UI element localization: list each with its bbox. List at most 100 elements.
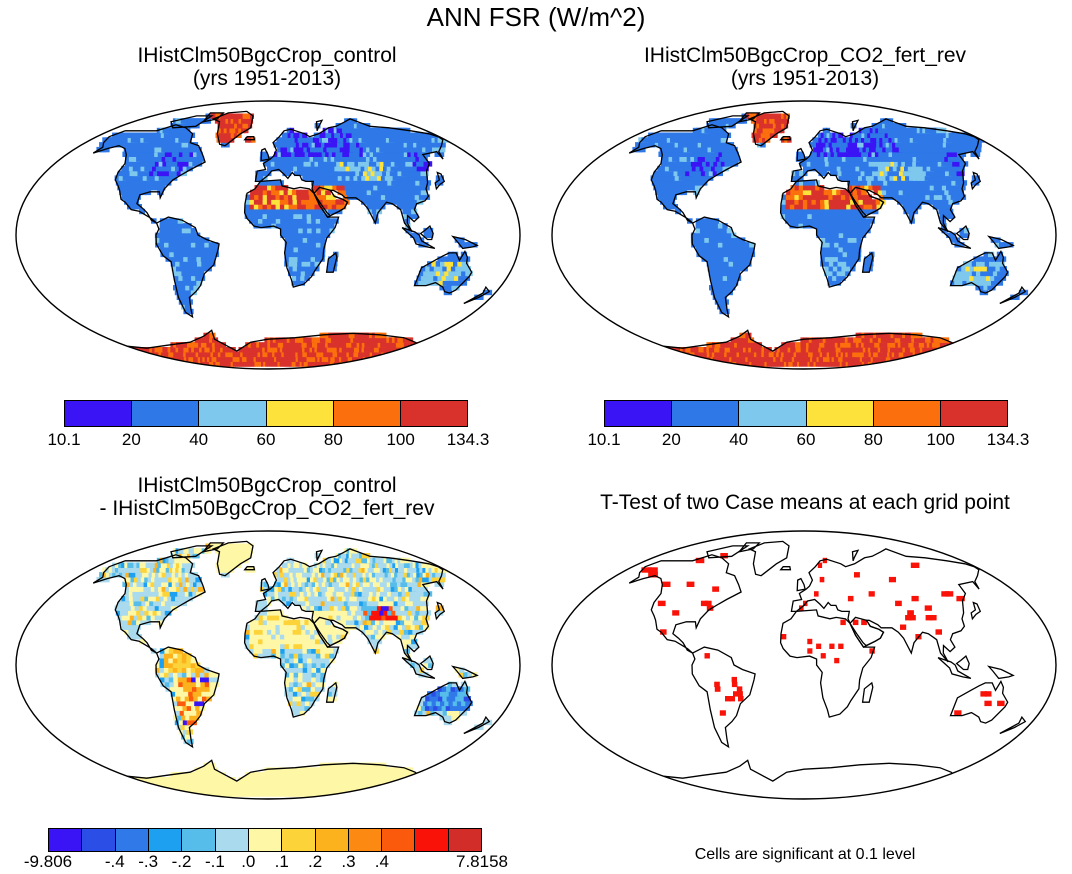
- coastline-newguinea: [986, 665, 1015, 680]
- coastline-eurasia: [790, 118, 980, 233]
- colorbar-tick-label: 7.8158: [456, 852, 508, 871]
- coastline-arctic3: [851, 549, 860, 562]
- panel-2-title-line2: (yrs 1951-2013): [730, 67, 880, 90]
- colorbar-difference: [48, 828, 482, 852]
- colorbar-swatch: [873, 401, 941, 426]
- coastline-greenland: [211, 110, 254, 147]
- colorbar-swatch: [148, 829, 183, 851]
- coastline-eurasia: [790, 548, 980, 663]
- colorbar-tick-label: -.4: [104, 852, 125, 871]
- coastline-newzealand: [999, 285, 1027, 305]
- colorbar-swatch: [132, 401, 200, 426]
- coastline-southAmerica: [691, 646, 756, 749]
- map-frame: [551, 100, 1057, 370]
- coastline-eurasia: [254, 548, 444, 663]
- panel-1-title-line1: IHistClm50BgcCrop_control: [137, 44, 397, 67]
- panel-1-title-line2: (yrs 1951-2013): [192, 67, 342, 90]
- coastline-greenland: [747, 540, 790, 577]
- coastline-japan: [434, 601, 446, 621]
- colorbar-difference-labels: -9.806 -.4 -.3 -.2 -.1 .0 .1 .2 .3 .4 7.8158: [24, 852, 508, 874]
- colorbar-tick-label: 134.3: [986, 430, 1030, 449]
- colorbar-co2-fert-rev: [604, 400, 1008, 427]
- main-title: ANN FSR (W/m^2): [426, 2, 646, 32]
- coastline-arctic2: [201, 542, 225, 553]
- colorbar-tick-label: 134.3: [446, 430, 490, 449]
- colorbar-swatch: [182, 829, 216, 851]
- colorbar-tick-label: 80: [863, 430, 883, 449]
- coastline-iceland: [243, 566, 256, 571]
- coastline-japan: [970, 171, 982, 191]
- coastline-newzealand: [463, 715, 491, 735]
- colorbar-swatch: [400, 401, 468, 426]
- coastline-britain: [260, 577, 270, 592]
- coastline-indonesia: [937, 226, 972, 250]
- panel-2-title-line1: IHistClm50BgcCrop_CO2_fert_rev: [643, 44, 967, 67]
- coastline-northAmerica: [92, 554, 206, 654]
- coastline-southAmerica: [155, 216, 220, 319]
- colorbar-tick-label: 10.1: [47, 430, 81, 449]
- coastline-arctic3: [851, 119, 860, 132]
- colorbar-control-labels: 10.1 20 40 60 80 100 134.3: [47, 430, 489, 452]
- coastline-newguinea: [450, 665, 479, 680]
- coastline-madagascar: [325, 251, 338, 273]
- map-difference: [15, 530, 521, 800]
- colorbar-tick-label: 80: [323, 430, 343, 449]
- panel-3-title-line1: IHistClm50BgcCrop_control: [137, 474, 397, 497]
- coastline-newguinea: [450, 235, 479, 250]
- coastline-africa: [779, 179, 876, 288]
- map-ttest: [551, 530, 1057, 800]
- colorbar-swatch: [65, 401, 133, 426]
- coastline-britain: [796, 577, 806, 592]
- coastline-northAmerica: [628, 124, 742, 224]
- coastline-arctic2: [737, 112, 761, 123]
- coastline-iceland: [779, 136, 792, 141]
- colorbar-tick-label: -.2: [171, 852, 192, 871]
- coastline-newguinea: [986, 235, 1015, 250]
- coastline-japan: [970, 601, 982, 621]
- colorbar-swatch: [115, 829, 149, 851]
- map-frame: [15, 530, 521, 800]
- coastline-southAmerica: [155, 646, 220, 749]
- colorbar-tick-label: -.1: [205, 852, 225, 871]
- colorbar-tick-label: 40: [729, 430, 749, 449]
- coastline-japan: [434, 171, 446, 191]
- colorbar-tick-label: 60: [796, 430, 816, 449]
- colorbar-swatch: [333, 401, 401, 426]
- map-control: [15, 100, 521, 370]
- coastline-arctic2: [201, 112, 225, 123]
- coastline-australia: [413, 679, 473, 724]
- colorbar-control: [64, 400, 468, 427]
- panel-1-title: IHistClm50BgcCrop_control (yrs 1951-2013…: [32, 44, 502, 90]
- coastline-arctic3: [315, 549, 324, 562]
- colorbar-swatch: [215, 829, 249, 851]
- coastline-borneo: [419, 225, 434, 241]
- colorbar-co2-fert-rev-labels: 10.1 20 40 60 80 100 134.3: [587, 430, 1029, 452]
- coastline-madagascar: [325, 681, 338, 703]
- coastline-arabia: [313, 186, 349, 218]
- colorbar-swatch: [199, 401, 267, 426]
- panel-3-title-line2: - IHistClm50BgcCrop_CO2_fert_rev: [99, 497, 435, 520]
- significance-note: Cells are significant at 0.1 level: [694, 846, 916, 863]
- colorbar-tick-label: 60: [256, 430, 276, 449]
- coastline-indonesia: [937, 656, 972, 680]
- colorbar-swatch: [315, 829, 349, 851]
- coastline-britain: [796, 147, 806, 162]
- colorbar-tick-label: .3: [341, 852, 356, 871]
- colorbar-tick-label: -.3: [138, 852, 159, 871]
- coastline-borneo: [955, 655, 970, 671]
- colorbar-tick-label: 20: [661, 430, 681, 449]
- map-co2-fert-rev: [551, 100, 1057, 370]
- colorbar-swatch: [605, 401, 673, 426]
- coastline-africa: [243, 609, 340, 718]
- colorbar-tick-label: 100: [926, 430, 955, 449]
- panel-3-title: IHistClm50BgcCrop_control - IHistClm50Bg…: [32, 474, 502, 520]
- coastline-madagascar: [861, 251, 874, 273]
- coastline-africa: [779, 609, 876, 718]
- colorbar-tick-label: -9.806: [23, 852, 73, 871]
- colorbar-swatch: [348, 829, 383, 851]
- coastline-arabia: [849, 186, 885, 218]
- coastline-eurasia: [254, 118, 444, 233]
- colorbar-swatch: [672, 401, 740, 426]
- coastline-indonesia: [401, 226, 436, 250]
- coastline-arabia: [313, 616, 349, 648]
